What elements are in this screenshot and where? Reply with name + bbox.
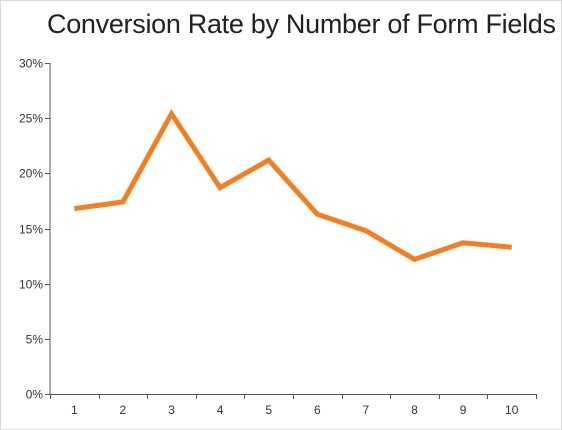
x-tick-label: 2 [120, 403, 127, 417]
x-tick-label: 6 [314, 403, 321, 417]
series-line [73, 108, 512, 263]
y-tick-label: 20% [19, 167, 43, 181]
y-tick-label: 0% [26, 388, 44, 402]
x-tick-label: 7 [363, 403, 370, 417]
x-axis: 1 2 3 4 5 6 7 8 9 10 [50, 394, 537, 417]
x-tick-label: 1 [71, 403, 78, 417]
y-tick-label: 5% [26, 333, 44, 347]
x-tick-label: 9 [460, 403, 467, 417]
y-tick-label: 15% [19, 223, 43, 237]
x-tick-label: 8 [411, 403, 418, 417]
series-lines [73, 108, 512, 263]
x-tick-label: 10 [505, 403, 519, 417]
x-tick-label: 4 [217, 403, 224, 417]
x-tick-label: 3 [168, 403, 175, 417]
y-tick-label: 10% [19, 278, 43, 292]
y-tick-label: 30% [19, 57, 43, 71]
chart-title: Conversion Rate by Number of Form Fields [47, 9, 556, 39]
x-tick-label: 5 [265, 403, 272, 417]
y-tick-label: 25% [19, 112, 43, 126]
y-axis: 0% 5% 10% 15% 20% 25% 30% [19, 57, 51, 402]
